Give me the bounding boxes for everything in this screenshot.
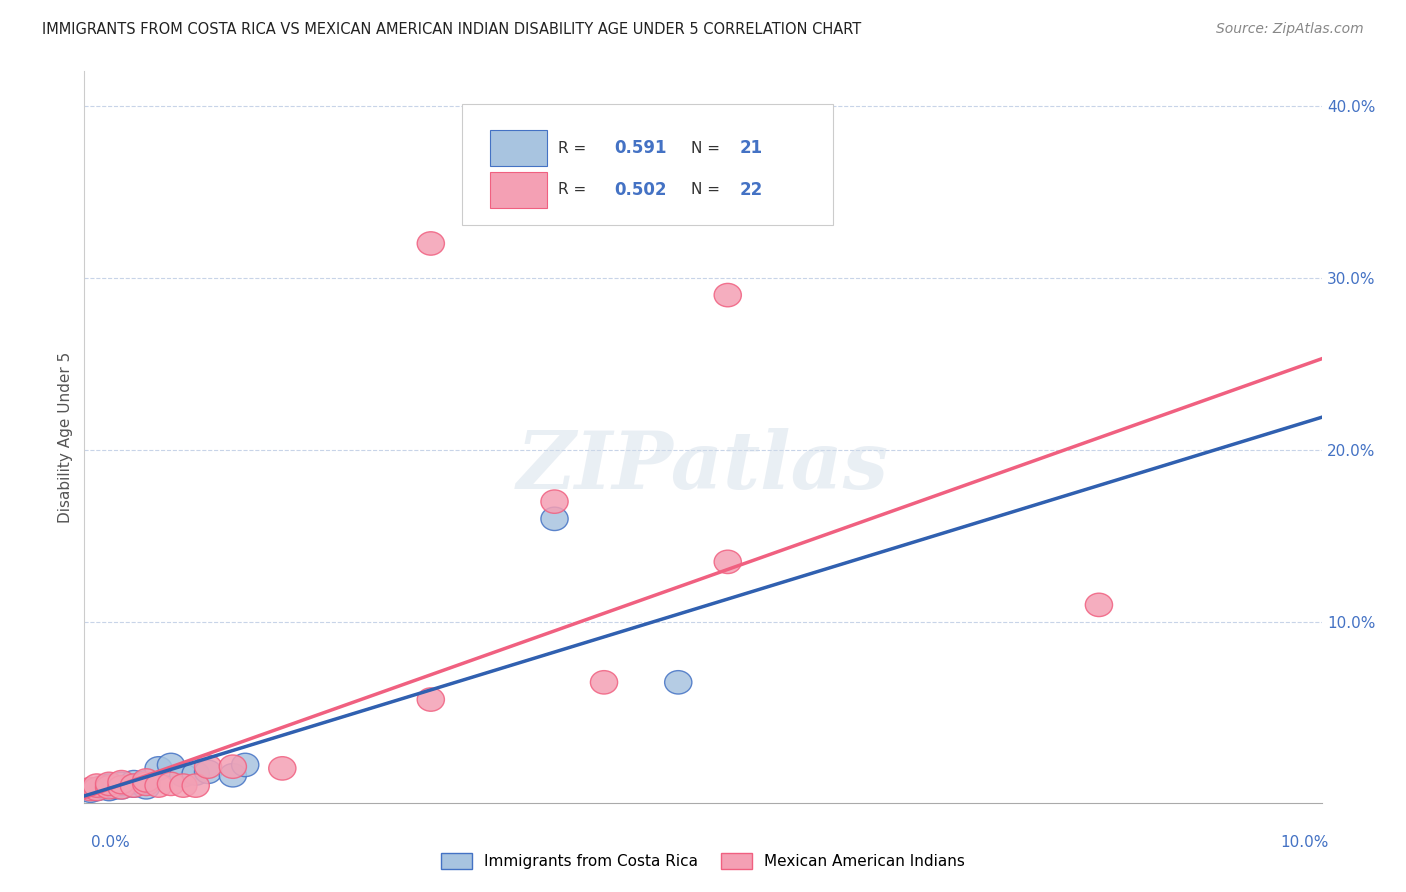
Ellipse shape: [157, 753, 184, 777]
Ellipse shape: [132, 771, 160, 794]
Legend: Immigrants from Costa Rica, Mexican American Indians: Immigrants from Costa Rica, Mexican Amer…: [436, 847, 970, 875]
Ellipse shape: [591, 671, 617, 694]
Y-axis label: Disability Age Under 5: Disability Age Under 5: [58, 351, 73, 523]
Ellipse shape: [714, 284, 741, 307]
Ellipse shape: [83, 777, 110, 801]
Ellipse shape: [108, 776, 135, 799]
Ellipse shape: [132, 772, 160, 796]
Text: ZIPatlas: ZIPatlas: [517, 427, 889, 505]
Ellipse shape: [90, 776, 117, 799]
Ellipse shape: [418, 688, 444, 711]
FancyBboxPatch shape: [461, 104, 832, 225]
Ellipse shape: [108, 776, 135, 799]
Ellipse shape: [83, 777, 110, 801]
Ellipse shape: [194, 760, 222, 783]
Ellipse shape: [96, 777, 122, 801]
Ellipse shape: [183, 774, 209, 797]
Ellipse shape: [1085, 593, 1112, 616]
Ellipse shape: [77, 779, 104, 803]
Ellipse shape: [418, 232, 444, 255]
Ellipse shape: [219, 755, 246, 779]
Ellipse shape: [541, 508, 568, 531]
Ellipse shape: [194, 755, 222, 779]
Text: R =: R =: [558, 141, 592, 156]
Ellipse shape: [108, 771, 135, 794]
Ellipse shape: [170, 764, 197, 787]
Ellipse shape: [183, 762, 209, 785]
Text: 0.0%: 0.0%: [91, 836, 131, 850]
Ellipse shape: [83, 774, 110, 797]
Ellipse shape: [170, 774, 197, 797]
Text: N =: N =: [690, 141, 724, 156]
Ellipse shape: [232, 753, 259, 777]
Ellipse shape: [132, 769, 160, 792]
Ellipse shape: [108, 772, 135, 796]
Text: R =: R =: [558, 182, 592, 197]
Text: Source: ZipAtlas.com: Source: ZipAtlas.com: [1216, 22, 1364, 37]
Ellipse shape: [77, 777, 104, 801]
Ellipse shape: [96, 774, 122, 797]
Ellipse shape: [157, 772, 184, 796]
Ellipse shape: [101, 776, 129, 799]
Ellipse shape: [541, 490, 568, 513]
Ellipse shape: [219, 764, 246, 787]
Text: N =: N =: [690, 182, 724, 197]
Ellipse shape: [121, 771, 148, 794]
Ellipse shape: [145, 774, 172, 797]
FancyBboxPatch shape: [491, 130, 547, 166]
Text: 21: 21: [740, 139, 763, 157]
Ellipse shape: [665, 671, 692, 694]
Text: 0.591: 0.591: [614, 139, 666, 157]
Text: 0.502: 0.502: [614, 181, 666, 199]
Ellipse shape: [96, 772, 122, 796]
FancyBboxPatch shape: [491, 172, 547, 208]
Text: IMMIGRANTS FROM COSTA RICA VS MEXICAN AMERICAN INDIAN DISABILITY AGE UNDER 5 COR: IMMIGRANTS FROM COSTA RICA VS MEXICAN AM…: [42, 22, 862, 37]
Text: 10.0%: 10.0%: [1281, 836, 1329, 850]
Text: 22: 22: [740, 181, 763, 199]
Ellipse shape: [269, 756, 295, 780]
Ellipse shape: [145, 756, 172, 780]
Ellipse shape: [121, 774, 148, 797]
Ellipse shape: [121, 774, 148, 797]
Ellipse shape: [132, 776, 160, 799]
Ellipse shape: [714, 550, 741, 574]
Ellipse shape: [96, 776, 122, 799]
